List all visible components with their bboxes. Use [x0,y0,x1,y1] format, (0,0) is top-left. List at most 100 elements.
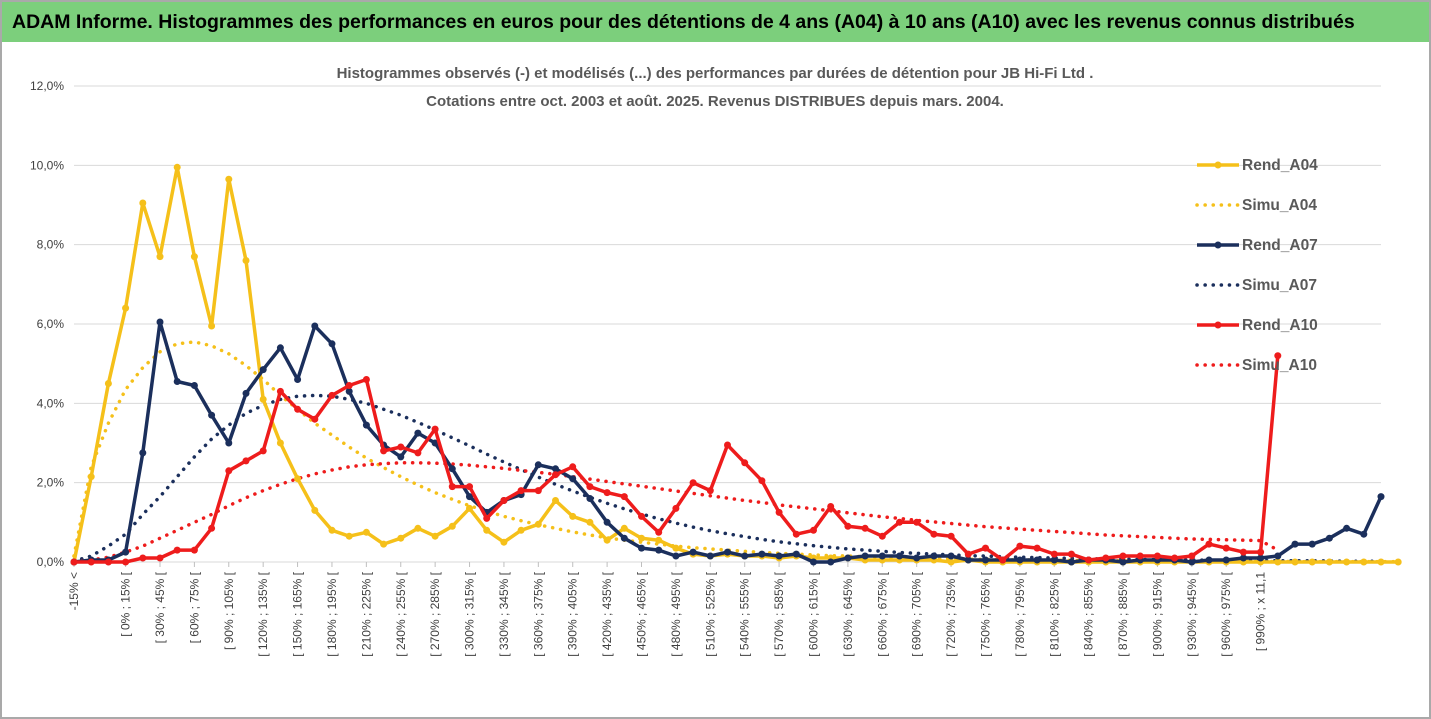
x-tick-label: -15% < [67,572,81,610]
data-point [1360,558,1368,566]
data-point [620,493,628,501]
data-point [414,429,422,437]
data-point [190,382,198,389]
data-point [1119,558,1127,566]
x-tick-label: [ 570% ; 585% [ [772,571,786,656]
report-title: ADAM Informe. Histogrammes des performan… [2,2,1429,42]
data-point [173,163,181,171]
data-point [448,483,456,491]
data-point [586,518,594,526]
y-axis: 0,0% 2,0% 4,0% 6,0% 8,0% 10,0% 12,0% [30,79,64,569]
data-point [345,532,353,540]
data-point [466,493,473,501]
data-point [276,344,284,352]
legend-marker [1214,161,1222,169]
grid-lines [74,85,1381,563]
data-point [964,556,972,564]
x-tick-label: [ 240% ; 255% [ [394,571,408,656]
data-point [242,257,250,264]
data-point [139,449,147,457]
data-point [569,512,577,520]
data-point [672,544,680,552]
data-point [672,552,680,560]
data-point [1067,558,1075,566]
data-point [328,391,336,399]
data-point [1377,493,1385,501]
data-point [603,489,611,497]
x-tick-label: [ 180% ; 195% [ [325,571,339,656]
data-point [294,376,302,383]
x-tick-label: [ 870% ; 885% [ [1116,571,1130,656]
data-point [242,457,250,465]
data-point [362,376,370,383]
data-point [947,558,955,566]
data-point [1239,548,1247,556]
data-point [397,453,405,461]
legend: Rend_A04 Simu_A04 Rend_A07 Simu_A07 Rend_A10… [1195,157,1318,374]
data-point [724,441,731,449]
legend-label: Rend_A04 [1242,157,1318,174]
data-point [1102,554,1110,562]
x-tick-label: [ 510% ; 525% [ [703,571,717,656]
data-point [122,304,130,312]
data-point [1291,558,1299,566]
x-tick-label: [ 960% ; 975% [ [1219,571,1233,656]
legend-label: Simu_A07 [1242,277,1317,294]
data-point [638,534,645,542]
data-point [345,387,353,395]
data-point [758,550,766,558]
data-point [156,318,164,326]
chart-title-line1: Histogrammes observés (-) et modélisés (… [337,65,1094,82]
data-point [775,552,783,560]
data-point [517,526,525,534]
data-point [1274,352,1282,360]
data-point [1274,558,1282,566]
data-point [810,526,817,534]
legend-item-rend_a07: Rend_A07 [1197,237,1318,254]
data-point [1153,552,1161,560]
data-point [947,552,955,560]
data-point [311,322,319,330]
data-point [276,387,284,395]
data-point [397,534,405,542]
data-point [1016,556,1024,564]
data-point [448,522,456,530]
data-point [741,552,749,560]
data-point [156,253,164,261]
x-tick-label: [ 930% ; 945% [ [1185,571,1199,656]
legend-item-simu_a07: Simu_A07 [1195,277,1317,294]
x-tick-label: [ 30% ; 45% [ [153,571,167,643]
legend-item-rend_a04: Rend_A04 [1197,157,1318,174]
x-tick-label: [ 840% ; 855% [ [1082,571,1096,656]
data-point [1085,556,1093,564]
data-point [104,558,112,566]
data-point [1257,554,1265,562]
data-point [552,471,559,479]
data-point [1033,556,1041,564]
data-point [345,382,353,389]
data-point [1377,558,1385,566]
data-point [1343,558,1351,566]
data-point [500,497,508,504]
data-point [964,550,972,558]
x-tick-label: [ 270% ; 285% [ [428,571,442,656]
data-point [947,532,955,540]
x-tick-label: [ 900% ; 915% [ [1150,571,1164,656]
data-point [1205,556,1213,564]
x-tick-label: [ 480% ; 495% [ [669,571,683,656]
data-point [1325,558,1333,566]
y-tick-label: 12,0% [30,79,64,93]
data-point [1308,540,1316,548]
data-point [328,526,336,534]
data-point [414,449,422,457]
legend-label: Simu_A04 [1242,197,1317,214]
data-point [844,522,852,530]
y-tick-label: 10,0% [30,158,64,172]
data-point [810,558,817,566]
y-tick-label: 6,0% [37,317,65,331]
data-point [586,483,594,491]
data-point [913,518,921,526]
data-point [1136,552,1144,560]
data-point [87,473,95,481]
